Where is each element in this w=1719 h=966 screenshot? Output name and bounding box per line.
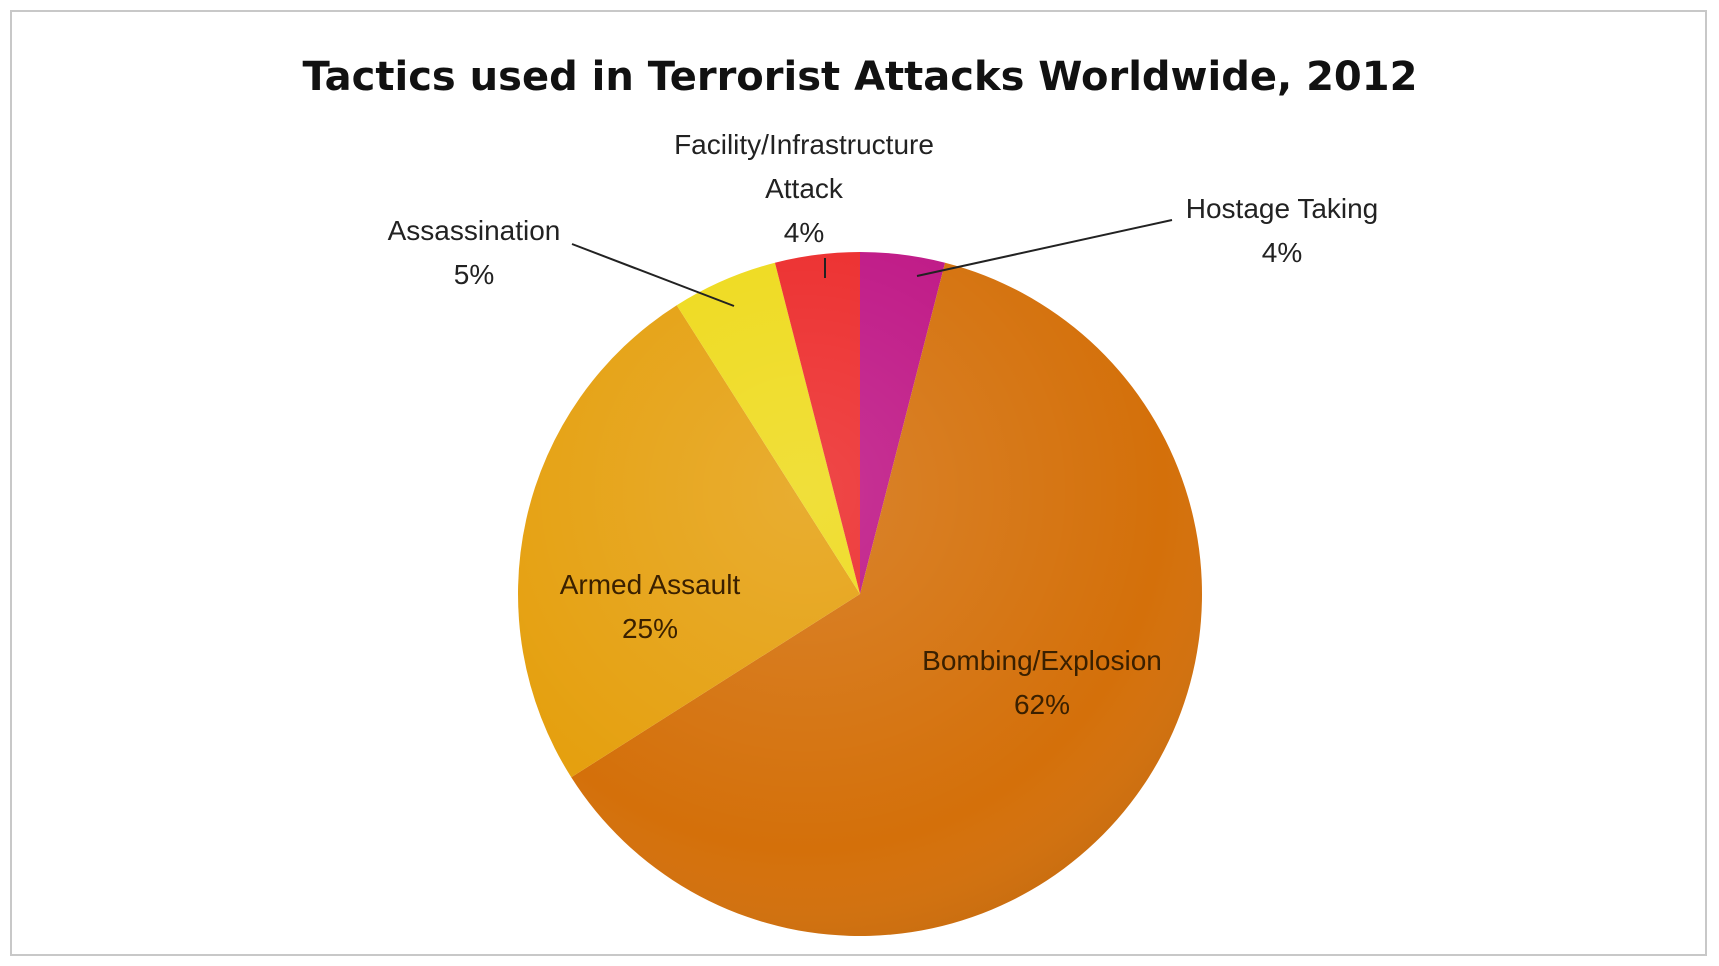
leader-line-hostage-taking (916, 219, 1173, 277)
pie-chart: Tactics used in Terrorist Attacks Worldw… (303, 54, 1418, 936)
slice-label-assassination: Assassination 5% (388, 215, 561, 290)
slice-label-armed-assault: Armed Assault 25% (560, 569, 741, 644)
slice-label-hostage-taking: Hostage Taking 4% (1186, 193, 1379, 268)
slice-label-bombing-explosion: Bombing/Explosion 62% (922, 645, 1162, 720)
chart-frame: Tactics used in Terrorist Attacks Worldw… (10, 10, 1707, 956)
chart-title: Tactics used in Terrorist Attacks Worldw… (303, 54, 1418, 100)
slice-label-facility-infrastructure-attack: Facility/Infrastructure Attack 4% (674, 129, 934, 248)
leader-line-assassination (571, 243, 735, 307)
